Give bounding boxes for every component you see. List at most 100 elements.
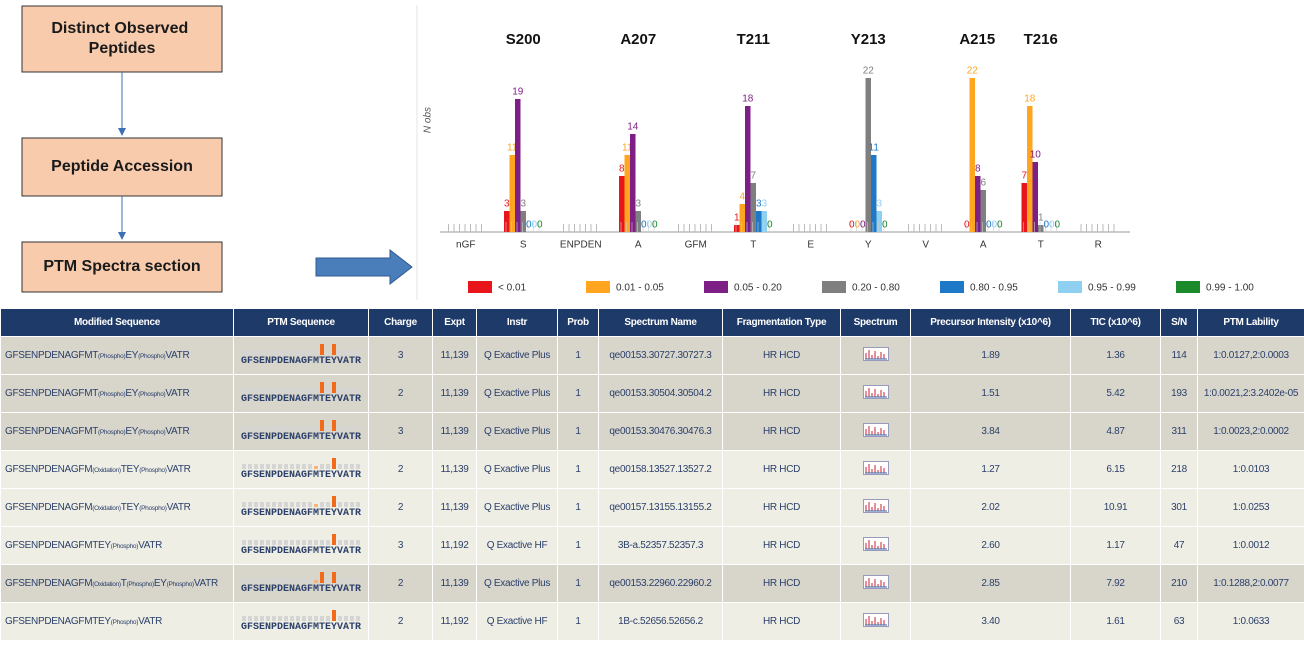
ptm-bar xyxy=(289,578,294,583)
modified-sequence: GFSENPDENAGFM(Oxidation)TEY(Phospho)VATR xyxy=(0,488,234,527)
ptm-bar xyxy=(313,466,318,469)
spectrum-icon[interactable] xyxy=(862,537,889,551)
spectrum-icon[interactable] xyxy=(862,499,889,513)
legend-label: 0.80 - 0.95 xyxy=(970,283,1018,294)
table-cell: 11,139 xyxy=(432,488,477,527)
value-label: 0 xyxy=(849,220,855,231)
spectrum-icon[interactable] xyxy=(862,423,889,437)
value-label: 22 xyxy=(863,66,875,77)
ptm-bar xyxy=(271,426,276,431)
ptm-sequence: GFSENPDENAGFMTEYVATR xyxy=(233,450,369,489)
spectrum-cell xyxy=(840,336,911,375)
bar xyxy=(871,155,877,232)
ptm-bar xyxy=(283,578,288,583)
table-cell: Q Exactive Plus xyxy=(476,374,558,413)
ptm-bar xyxy=(295,464,300,469)
table-cell: Q Exactive HF xyxy=(476,526,558,565)
table-cell: 1:0.0021,2:3.2402e-05 xyxy=(1197,374,1304,413)
legend-label: 0.95 - 0.99 xyxy=(1088,283,1136,294)
ptm-sequence: GFSENPDENAGFMTEYVATR xyxy=(233,526,369,565)
flow-box xyxy=(21,137,223,197)
value-label: 19 xyxy=(512,87,524,98)
table-cell: 1 xyxy=(557,526,599,565)
ptm-bar xyxy=(271,616,276,621)
ptm-bar xyxy=(313,388,318,393)
modified-sequence: GFSENPDENAGFM(Oxidation)TEY(Phospho)VATR xyxy=(0,450,234,489)
site-label: S200 xyxy=(506,31,541,48)
bar xyxy=(739,204,745,232)
spectrum-icon[interactable] xyxy=(862,613,889,627)
table-cell: qe00153.30476.30476.3 xyxy=(598,412,723,451)
ptm-bar xyxy=(337,578,342,583)
bar xyxy=(876,211,882,232)
table-cell: 11,139 xyxy=(432,450,477,489)
ptm-bar xyxy=(331,382,336,393)
flow-label: Distinct Observed Peptides xyxy=(51,20,192,57)
ptm-sequence-text: GFSENPDENAGFMTEYVATR xyxy=(241,458,361,481)
table-cell: qe00157.13155.13155.2 xyxy=(598,488,723,527)
ptm-bar xyxy=(319,464,324,469)
table-cell: HR HCD xyxy=(722,336,841,375)
ptm-bar xyxy=(355,388,360,393)
value-label: 11 xyxy=(622,143,633,154)
value-label: 3 xyxy=(520,199,526,210)
ptm-bar xyxy=(301,616,306,621)
ptm-bar xyxy=(289,540,294,545)
ptm-sequence: GFSENPDENAGFMTEYVATR xyxy=(233,336,369,375)
ptm-bar xyxy=(337,426,342,431)
table-cell: 3 xyxy=(368,412,433,451)
ptm-bar xyxy=(259,616,264,621)
column-header: Prob xyxy=(557,308,599,337)
legend-swatch xyxy=(1176,281,1200,293)
table-cell: HR HCD xyxy=(722,564,841,603)
ptm-bar xyxy=(241,426,246,431)
ptm-bar xyxy=(331,610,336,621)
ptm-bar xyxy=(247,540,252,545)
spectrum-icon[interactable] xyxy=(862,575,889,589)
spectrum-icon[interactable] xyxy=(862,385,889,399)
ptm-bar xyxy=(331,458,336,469)
bar xyxy=(520,211,526,232)
table-cell: 47 xyxy=(1160,526,1198,565)
bar xyxy=(1021,183,1027,232)
spectrum-cell xyxy=(840,488,911,527)
legend-swatch xyxy=(822,281,846,293)
legend-label: 0.05 - 0.20 xyxy=(734,283,782,294)
value-label: 0 xyxy=(1054,220,1060,231)
sequence-text: GFSENPDENAGFM(Oxidation)TEY(Phospho)VATR xyxy=(5,464,191,475)
ptm-bar xyxy=(277,350,282,355)
ptm-bar xyxy=(301,388,306,393)
value-label: 0 xyxy=(997,220,1003,231)
bar xyxy=(734,225,740,232)
ptm-bar xyxy=(301,502,306,507)
ptm-bar xyxy=(283,616,288,621)
bar xyxy=(969,78,975,232)
ptm-bar xyxy=(271,540,276,545)
site-label: A215 xyxy=(959,31,995,48)
ptm-bar xyxy=(319,344,324,355)
ptm-bar xyxy=(277,426,282,431)
ptm-bar xyxy=(349,540,354,545)
ptm-bar xyxy=(325,426,330,431)
table-cell: 1:0.0023,2:0.0002 xyxy=(1197,412,1304,451)
ptm-bar xyxy=(277,540,282,545)
ptm-bar xyxy=(253,388,258,393)
table-cell: 1 xyxy=(557,336,599,375)
modified-sequence: GFSENPDENAGFMT(Phospho)EY(Phospho)VATR xyxy=(0,412,234,451)
ptm-bar xyxy=(343,502,348,507)
spectrum-icon[interactable] xyxy=(862,347,889,361)
ptm-bar xyxy=(319,572,324,583)
spectrum-icon[interactable] xyxy=(862,461,889,475)
bar xyxy=(745,106,751,232)
ptm-bar xyxy=(343,540,348,545)
ptm-bar xyxy=(247,616,252,621)
ptm-bar xyxy=(247,464,252,469)
ptm-bar xyxy=(349,388,354,393)
table-cell: 4.87 xyxy=(1070,412,1161,451)
ptm-bar xyxy=(247,578,252,583)
value-label: 0 xyxy=(767,220,773,231)
ptm-bar xyxy=(289,502,294,507)
site-label: A207 xyxy=(620,31,656,48)
column-header: Expt xyxy=(432,308,477,337)
bar xyxy=(1032,162,1038,232)
